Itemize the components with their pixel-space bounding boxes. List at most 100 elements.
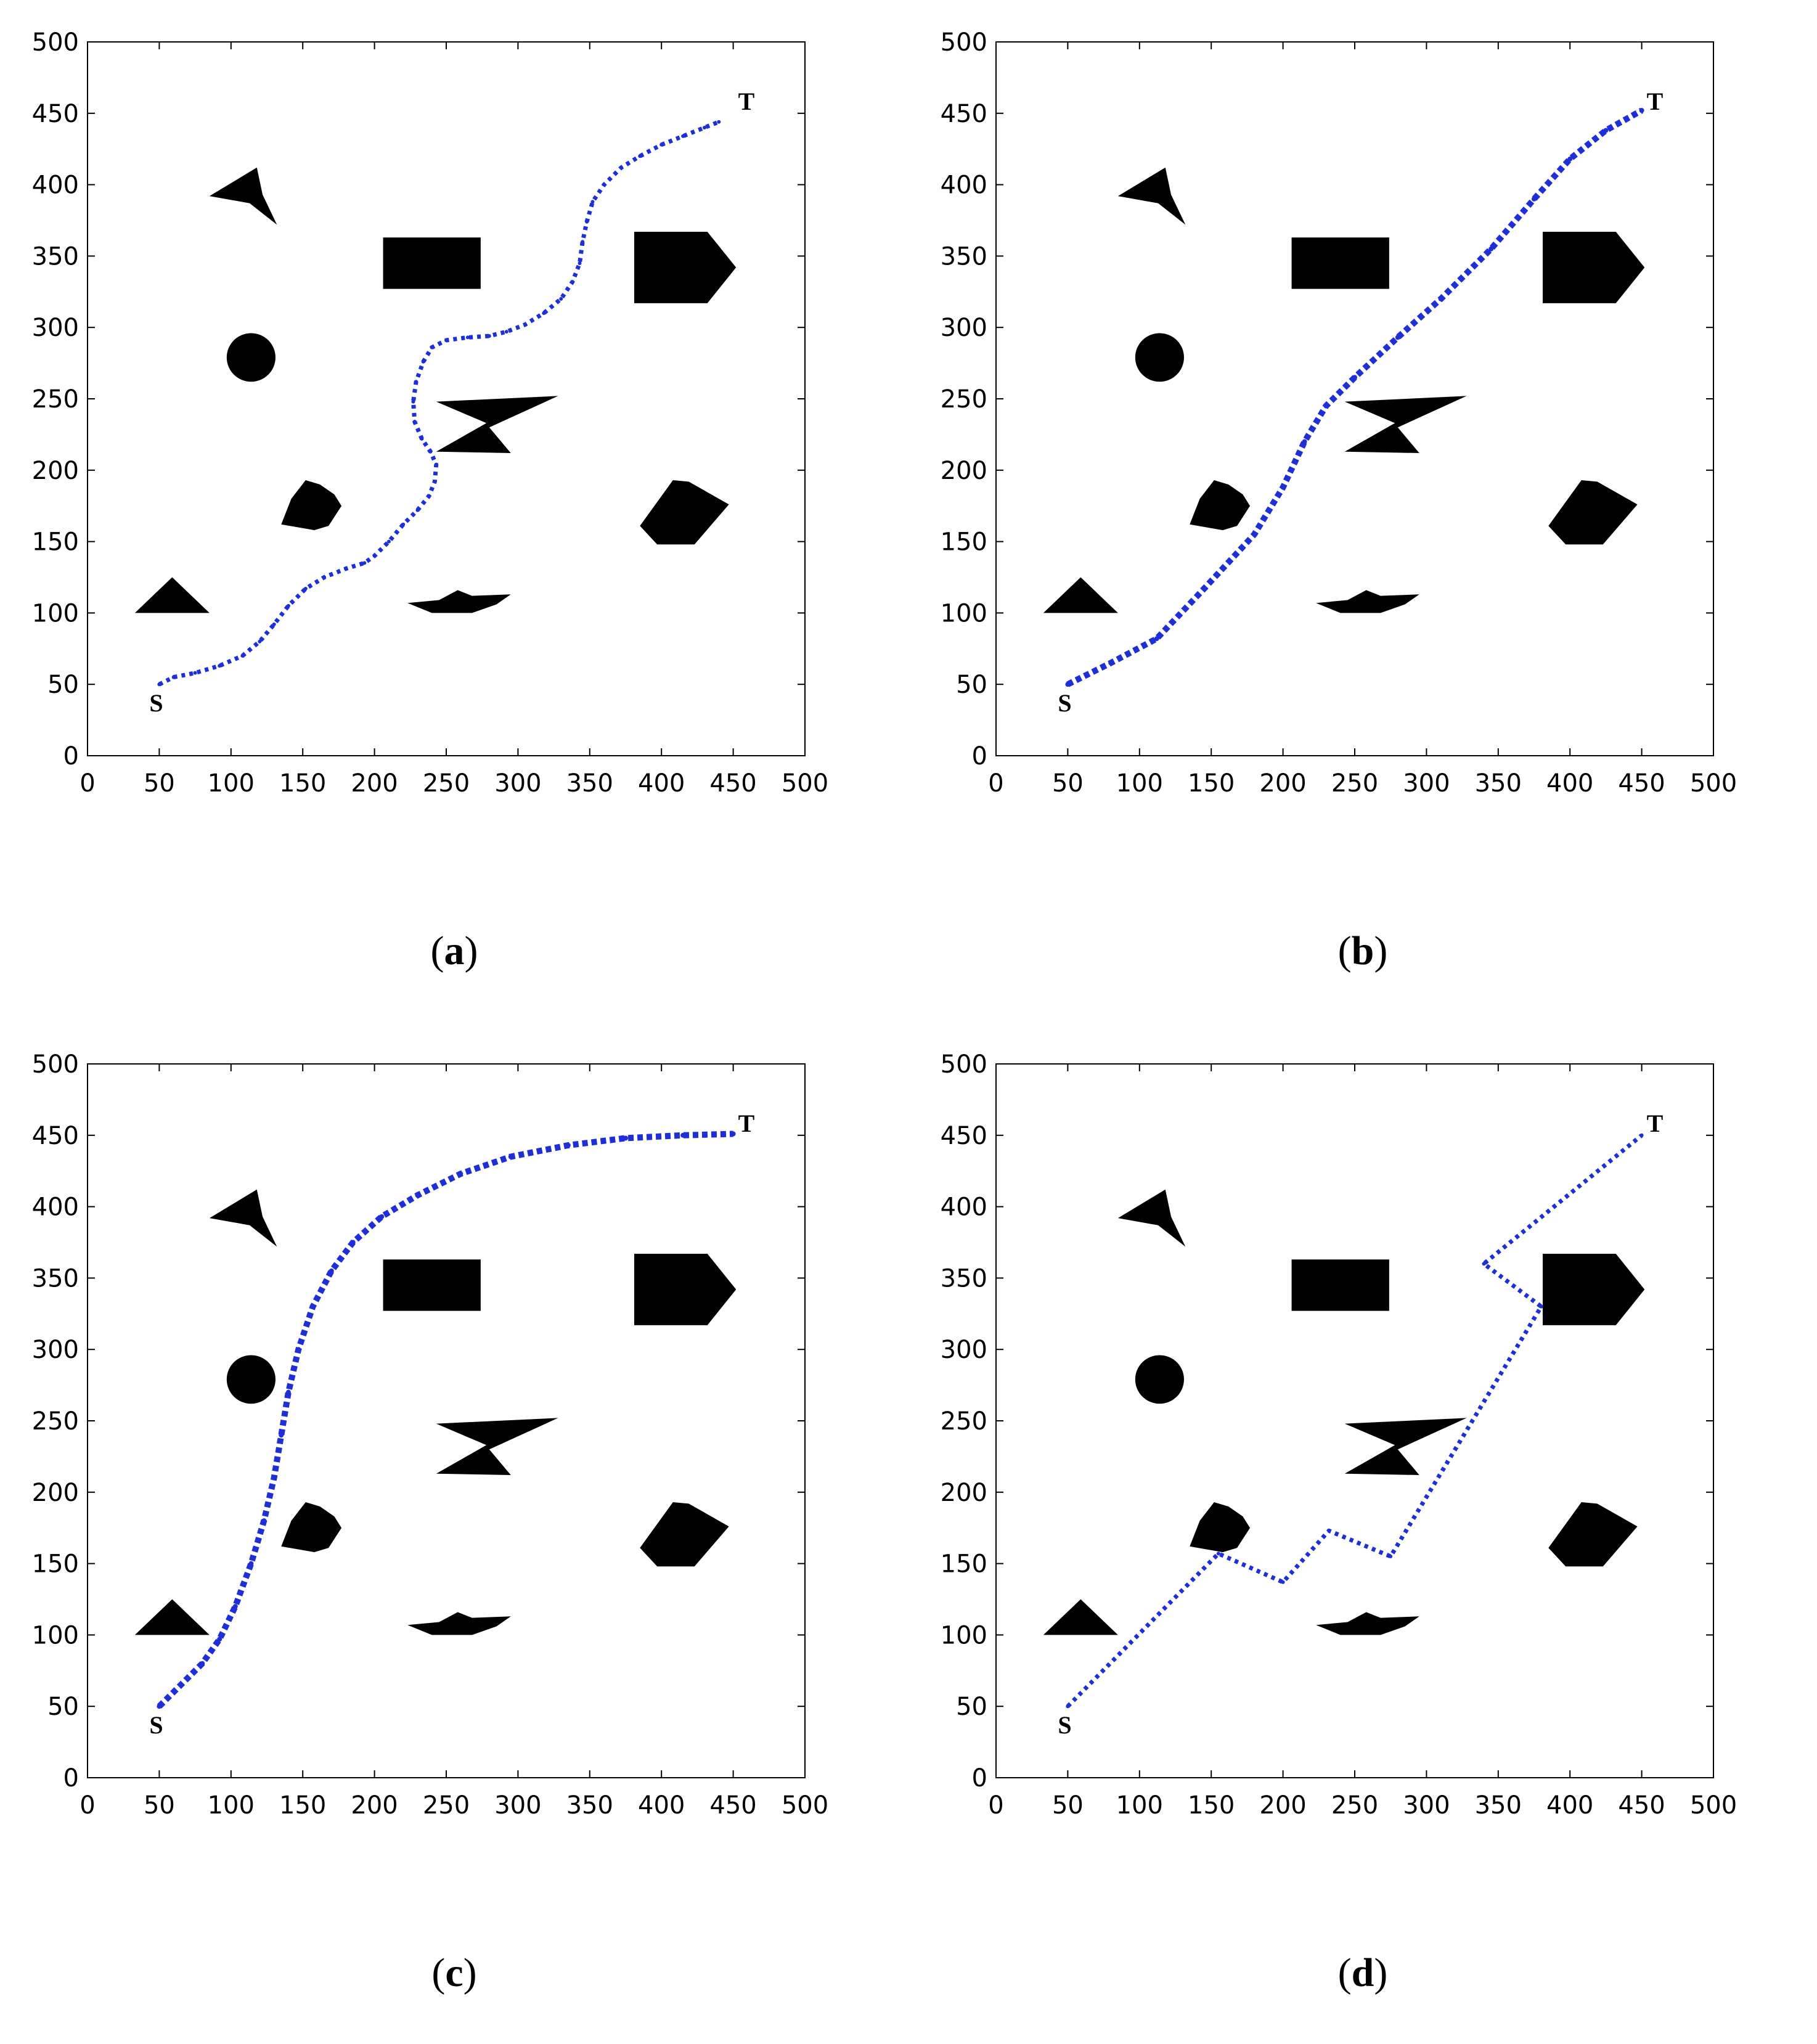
path-series [1066, 1134, 1643, 1708]
path-point [372, 554, 377, 558]
path-point [1280, 484, 1286, 490]
path-point [310, 1304, 316, 1309]
panel-caption: (d) [1337, 1950, 1388, 1995]
x-tick-label: 50 [144, 1791, 175, 1820]
path-point [1438, 296, 1443, 301]
y-tick-label: 400 [941, 1193, 987, 1222]
path-point [1352, 375, 1357, 380]
y-tick-label: 300 [32, 1336, 79, 1364]
obstacle-pentagon-arrow [634, 1254, 737, 1325]
path-point [272, 622, 276, 626]
path-point [565, 1143, 571, 1148]
path-point [465, 335, 470, 340]
x-tick-label: 100 [208, 1791, 255, 1820]
path-point [1482, 1262, 1486, 1266]
path-point [434, 462, 438, 467]
y-tick-label: 100 [941, 1621, 987, 1650]
x-tick-label: 350 [1475, 769, 1522, 798]
target-label: T [1647, 1110, 1664, 1137]
y-tick-label: 450 [32, 100, 79, 128]
obstacle-lens [407, 590, 511, 613]
obstacle-pentagon-arrow [634, 232, 737, 303]
obstacle-circle [1135, 333, 1184, 382]
obstacle-rounded-blob [281, 1502, 342, 1553]
path-point [362, 561, 367, 565]
x-tick-label: 250 [1331, 1791, 1378, 1820]
path-point [157, 1704, 162, 1709]
path-point [717, 120, 721, 124]
path-point [681, 134, 685, 138]
path-point [703, 125, 707, 129]
obstacle-pentagon-arrow [1542, 1254, 1645, 1325]
x-tick-label: 50 [1052, 1791, 1084, 1820]
path-point [271, 1475, 277, 1481]
y-tick-label: 400 [32, 171, 79, 200]
obstacle-arrowhead [209, 1189, 277, 1247]
path-point [386, 539, 391, 544]
caption-letter: d [1351, 1950, 1374, 1995]
x-tick-label: 0 [80, 1791, 95, 1820]
y-tick-label: 150 [32, 1550, 79, 1579]
y-tick-label: 0 [972, 742, 987, 771]
path-point [1302, 439, 1307, 444]
y-tick-label: 0 [972, 1764, 987, 1793]
path-point [1488, 246, 1494, 251]
y-tick-label: 100 [32, 1621, 79, 1650]
x-tick-label: 150 [279, 1791, 326, 1820]
y-tick-label: 100 [941, 599, 987, 628]
obstacle-pentagon [1548, 1502, 1638, 1567]
x-tick-label: 200 [351, 1791, 398, 1820]
obstacle-circle [1135, 1355, 1184, 1404]
y-tick-label: 300 [941, 314, 987, 342]
path-point [1539, 1304, 1543, 1309]
x-tick-label: 50 [144, 769, 175, 798]
obstacle-pentagon [1548, 480, 1638, 545]
y-tick-label: 350 [32, 242, 79, 271]
path-point [248, 1561, 254, 1566]
path-point [590, 200, 595, 204]
y-tick-label: 0 [63, 742, 79, 771]
obstacle-circle [226, 333, 276, 382]
path-point [279, 1433, 284, 1438]
path-point [585, 219, 589, 224]
x-tick-label: 400 [638, 1791, 685, 1820]
x-tick-label: 450 [709, 1791, 756, 1820]
path-point [303, 587, 308, 591]
y-tick-label: 50 [956, 671, 987, 699]
path-point [1389, 1555, 1393, 1559]
x-tick-label: 250 [423, 1791, 470, 1820]
x-tick-label: 200 [351, 769, 398, 798]
obstacle-triangle [134, 1599, 210, 1635]
path-point [1603, 128, 1609, 133]
path-point [421, 359, 425, 364]
y-tick-label: 200 [941, 457, 987, 485]
start-label: S [1058, 689, 1071, 717]
y-tick-label: 350 [941, 242, 987, 271]
x-tick-label: 500 [782, 769, 828, 798]
plot-svg: 0 50 100 150 200 250 300 350 400 450 500 0 50 100 150 2… [32, 1050, 829, 1820]
obstacle-pentagon [640, 1502, 729, 1567]
obstacle-lens [1316, 590, 1419, 613]
x-tick-label: 500 [782, 1791, 828, 1820]
obstacle-rectangle [383, 237, 481, 289]
path-point [322, 575, 327, 579]
path-point [428, 449, 433, 454]
obstacle-arrowhead [1117, 167, 1186, 225]
path-point [178, 1682, 184, 1688]
panel-caption: (b) [1337, 928, 1388, 973]
x-tick-label: 0 [988, 1791, 1003, 1820]
x-tick-label: 400 [1546, 769, 1593, 798]
obstacle-lens [1316, 1612, 1419, 1635]
x-tick-label: 400 [638, 769, 685, 798]
plot-svg: 0 50 100 150 200 250 300 350 400 450 500 0 50 100 150 2… [941, 28, 1737, 798]
path-point [1108, 660, 1114, 666]
x-tick-label: 150 [1188, 769, 1235, 798]
obstacle-rectangle [383, 1259, 481, 1311]
panel-caption: (a) [430, 928, 478, 973]
path-point [420, 436, 424, 441]
path-point [659, 142, 664, 147]
path-point [523, 322, 528, 327]
path-point [1252, 532, 1257, 538]
x-tick-label: 300 [1403, 1791, 1450, 1820]
